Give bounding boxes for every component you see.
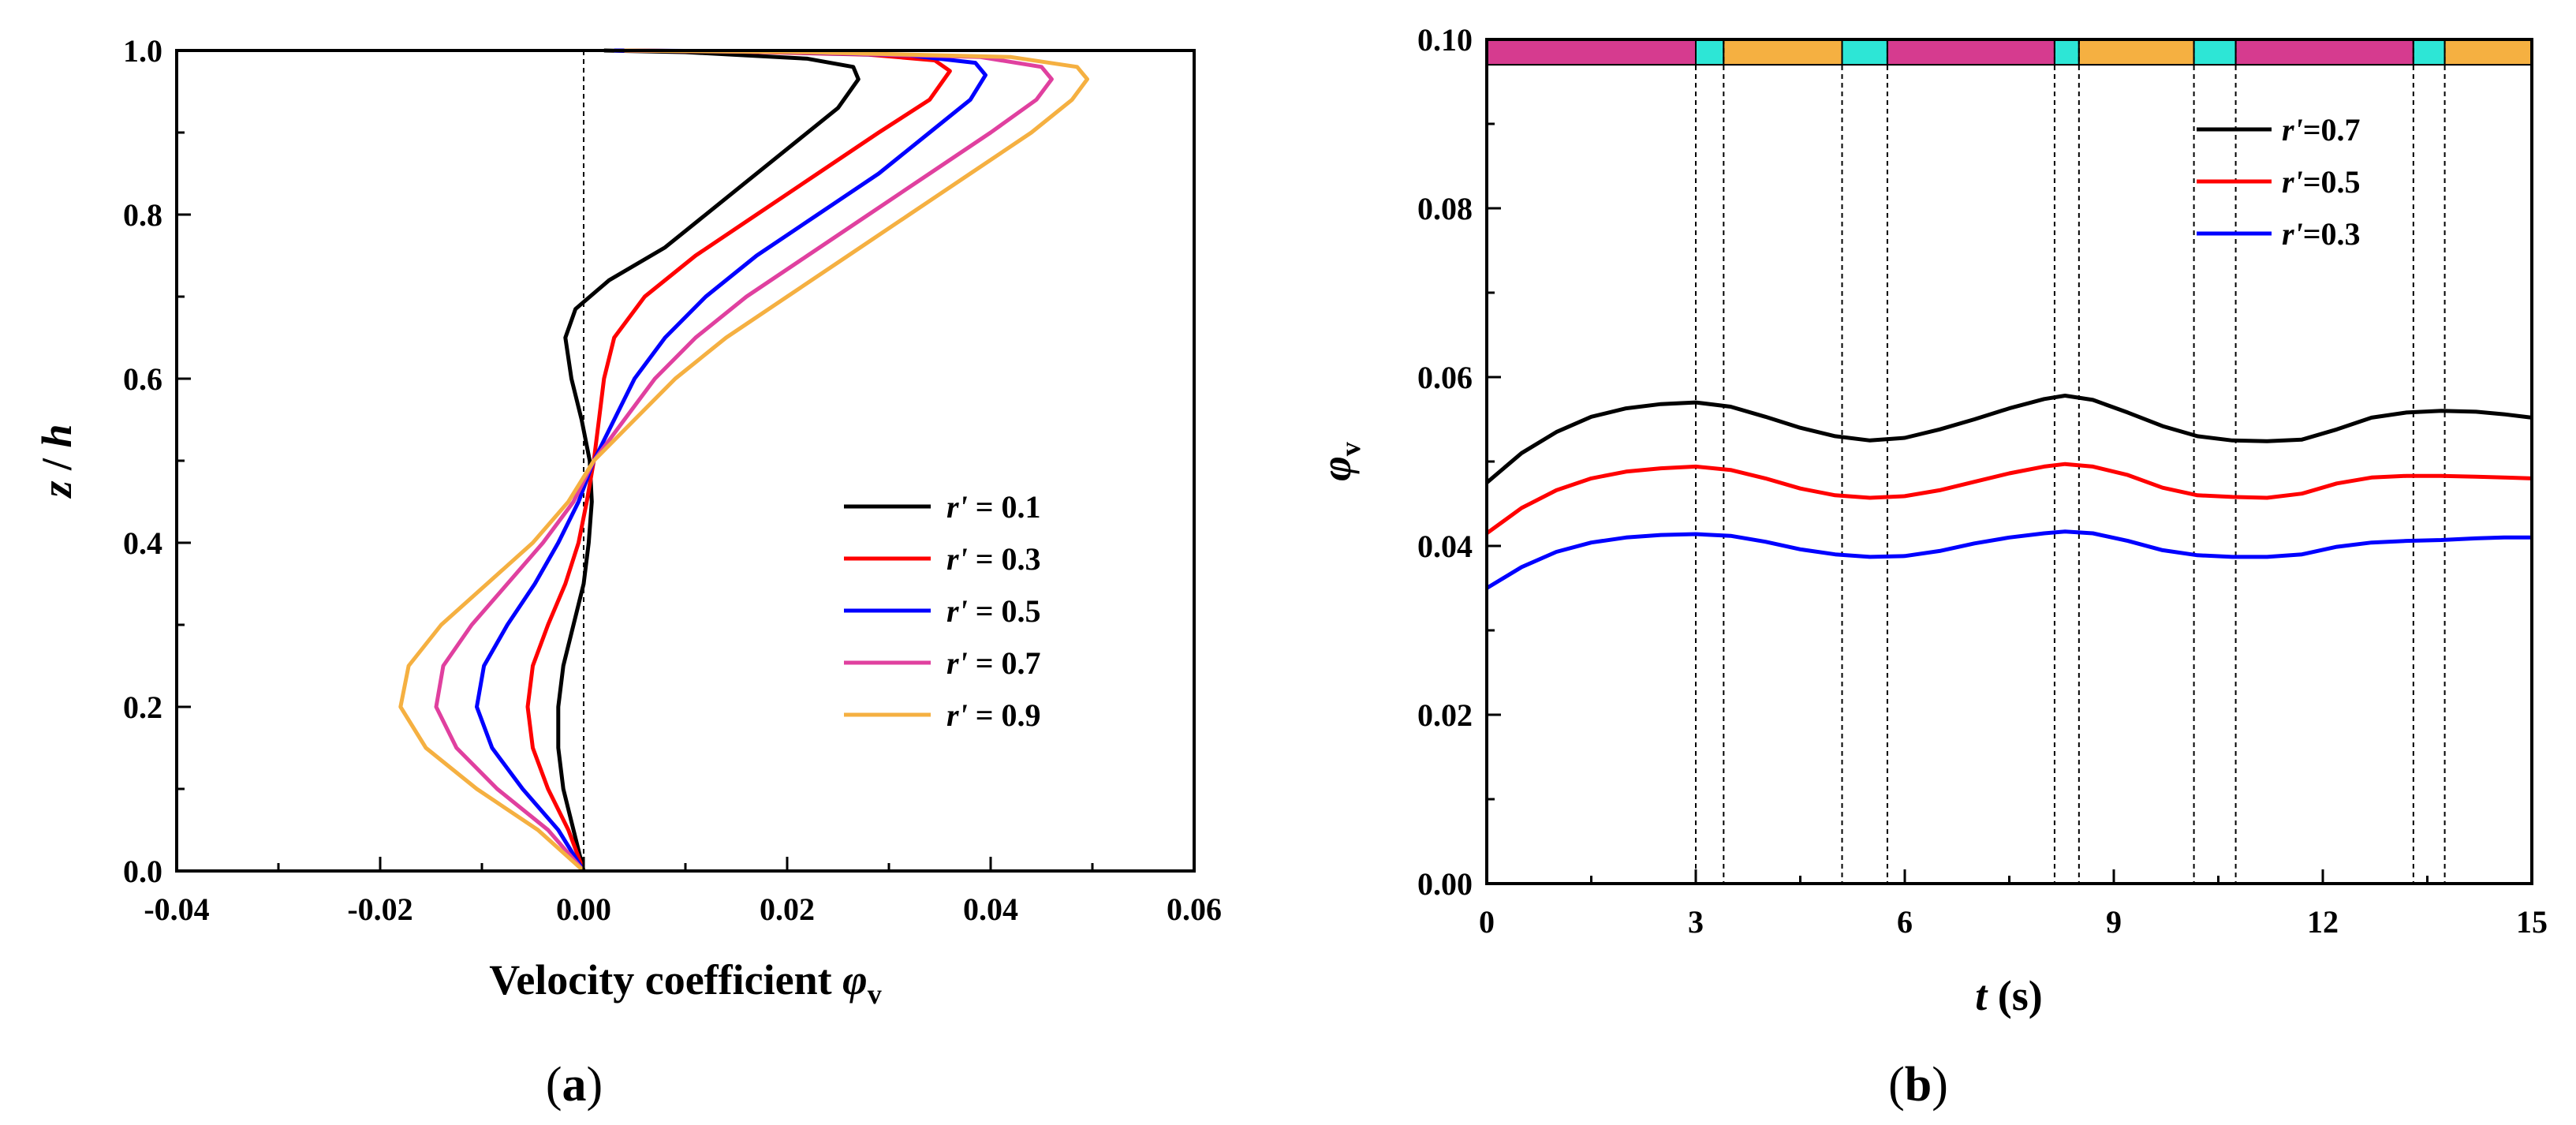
legend-a: r' = 0.1 r' = 0.3 r' = 0.5 r' = 0.7 r' = 0.9 (844, 489, 1040, 733)
panel-b: 0 3 6 9 12 150.000.020.040.060.080.10 r'=0.7r… (1312, 22, 2548, 1112)
y-tick-label-a: 0.4 (123, 525, 162, 561)
plot-frame-a (175, 49, 1196, 873)
phase-bar (1486, 39, 2533, 66)
phase-segment-cyan (1695, 39, 1725, 66)
legend-b: r'=0.7 r'=0.5 r'=0.3 (2197, 112, 2360, 252)
phase-segment-cyan (2412, 39, 2446, 66)
x-axis-label-b: t (s) (1975, 972, 2043, 1019)
legend-label-a-0: r' = 0.1 (946, 489, 1040, 525)
series-line-b-0 (1485, 394, 2533, 484)
x-tick-label-a: 0.04 (963, 891, 1018, 927)
y-tick-label-b: 0.10 (1417, 22, 1473, 58)
y-tick-label-a: 0.2 (123, 690, 162, 725)
x-tick-label-a: 0.06 (1167, 891, 1222, 927)
x-tick-label-a: -0.04 (144, 891, 209, 927)
x-tick-label-b: 15 (2516, 904, 2548, 940)
y-tick-label-b: 0.08 (1417, 191, 1473, 226)
phase-boundary-lines (1695, 39, 2446, 884)
legend-label-a-4: r' = 0.9 (946, 697, 1040, 733)
x-tick-label-b: 9 (2106, 904, 2122, 940)
legend-label-a-2: r' = 0.5 (946, 593, 1040, 629)
series-line-a-3 (434, 48, 1054, 873)
phase-segment-orange (1723, 39, 1843, 66)
series-line-a-0 (556, 48, 861, 872)
phase-segment-orange (2078, 39, 2195, 66)
series-group-b (1485, 394, 2533, 590)
phase-segment-cyan (2053, 39, 2080, 66)
phase-segment-magenta (2234, 39, 2414, 66)
y-tick-label-b: 0.06 (1417, 360, 1473, 395)
x-tick-label-a: -0.02 (347, 891, 413, 927)
y-tick-label-b: 0.02 (1417, 697, 1473, 733)
y-tick-label-b: 0.04 (1417, 529, 1473, 564)
series-line-b-2 (1485, 529, 2532, 590)
y-tick-label-a: 0.0 (123, 854, 162, 889)
x-tick-label-b: 3 (1688, 904, 1704, 940)
panel-a: -0.04 -0.02 0.00 0.02 0.04 0.06 0.0 0.2 0.4 0.6 0.… (33, 33, 1222, 1112)
x-tick-label-a: 0.02 (760, 891, 815, 927)
plot-frame-b (1485, 38, 2533, 885)
y-tick-label-a: 0.8 (123, 197, 162, 233)
phase-segment-magenta (1886, 39, 2055, 66)
phase-segment-cyan (2193, 39, 2237, 66)
legend-label-a-3: r' = 0.7 (946, 645, 1040, 681)
panel-label-b: (b) (1888, 1058, 1948, 1112)
x-axis-label-a: Velocity coefficient φv (489, 956, 881, 1010)
phase-segment-cyan (1841, 39, 1888, 66)
y-axis-label-a: z / h (33, 424, 80, 499)
y-tick-label-a: 1.0 (123, 33, 162, 69)
x-tick-label-b: 12 (2307, 904, 2339, 940)
series-line-a-4 (398, 48, 1089, 873)
y-tick-label-b: 0.00 (1417, 866, 1473, 902)
x-tick-label-b: 6 (1897, 904, 1913, 940)
phase-segment-orange (2443, 39, 2533, 66)
y-axis-label-b: φv (1312, 442, 1366, 481)
y-tick-label-a: 0.6 (123, 361, 162, 397)
ticks-b: 0 3 6 9 12 15 0.00 0.02 0.04 0.06 0.08 0.10 (1417, 22, 2548, 940)
panel-label-a: (a) (546, 1058, 603, 1112)
legend-label-a-1: r' = 0.3 (946, 541, 1040, 577)
legend-label-b-0: r'=0.7 (2282, 112, 2360, 148)
ticks-a: -0.04 -0.02 0.00 0.02 0.04 0.06 0.0 0.2 0.4 0.6 0.… (123, 33, 1222, 927)
series-line-a-1 (525, 48, 952, 872)
x-tick-label-a: 0.00 (556, 891, 611, 927)
legend-label-b-1: r'=0.5 (2282, 164, 2360, 200)
series-line-b-1 (1485, 462, 2533, 536)
x-tick-label-b: 0 (1479, 904, 1495, 940)
series-line-a-2 (475, 48, 987, 873)
phase-segment-magenta (1486, 39, 1697, 66)
legend-label-b-2: r'=0.3 (2282, 216, 2360, 252)
series-group-a (398, 48, 1089, 873)
